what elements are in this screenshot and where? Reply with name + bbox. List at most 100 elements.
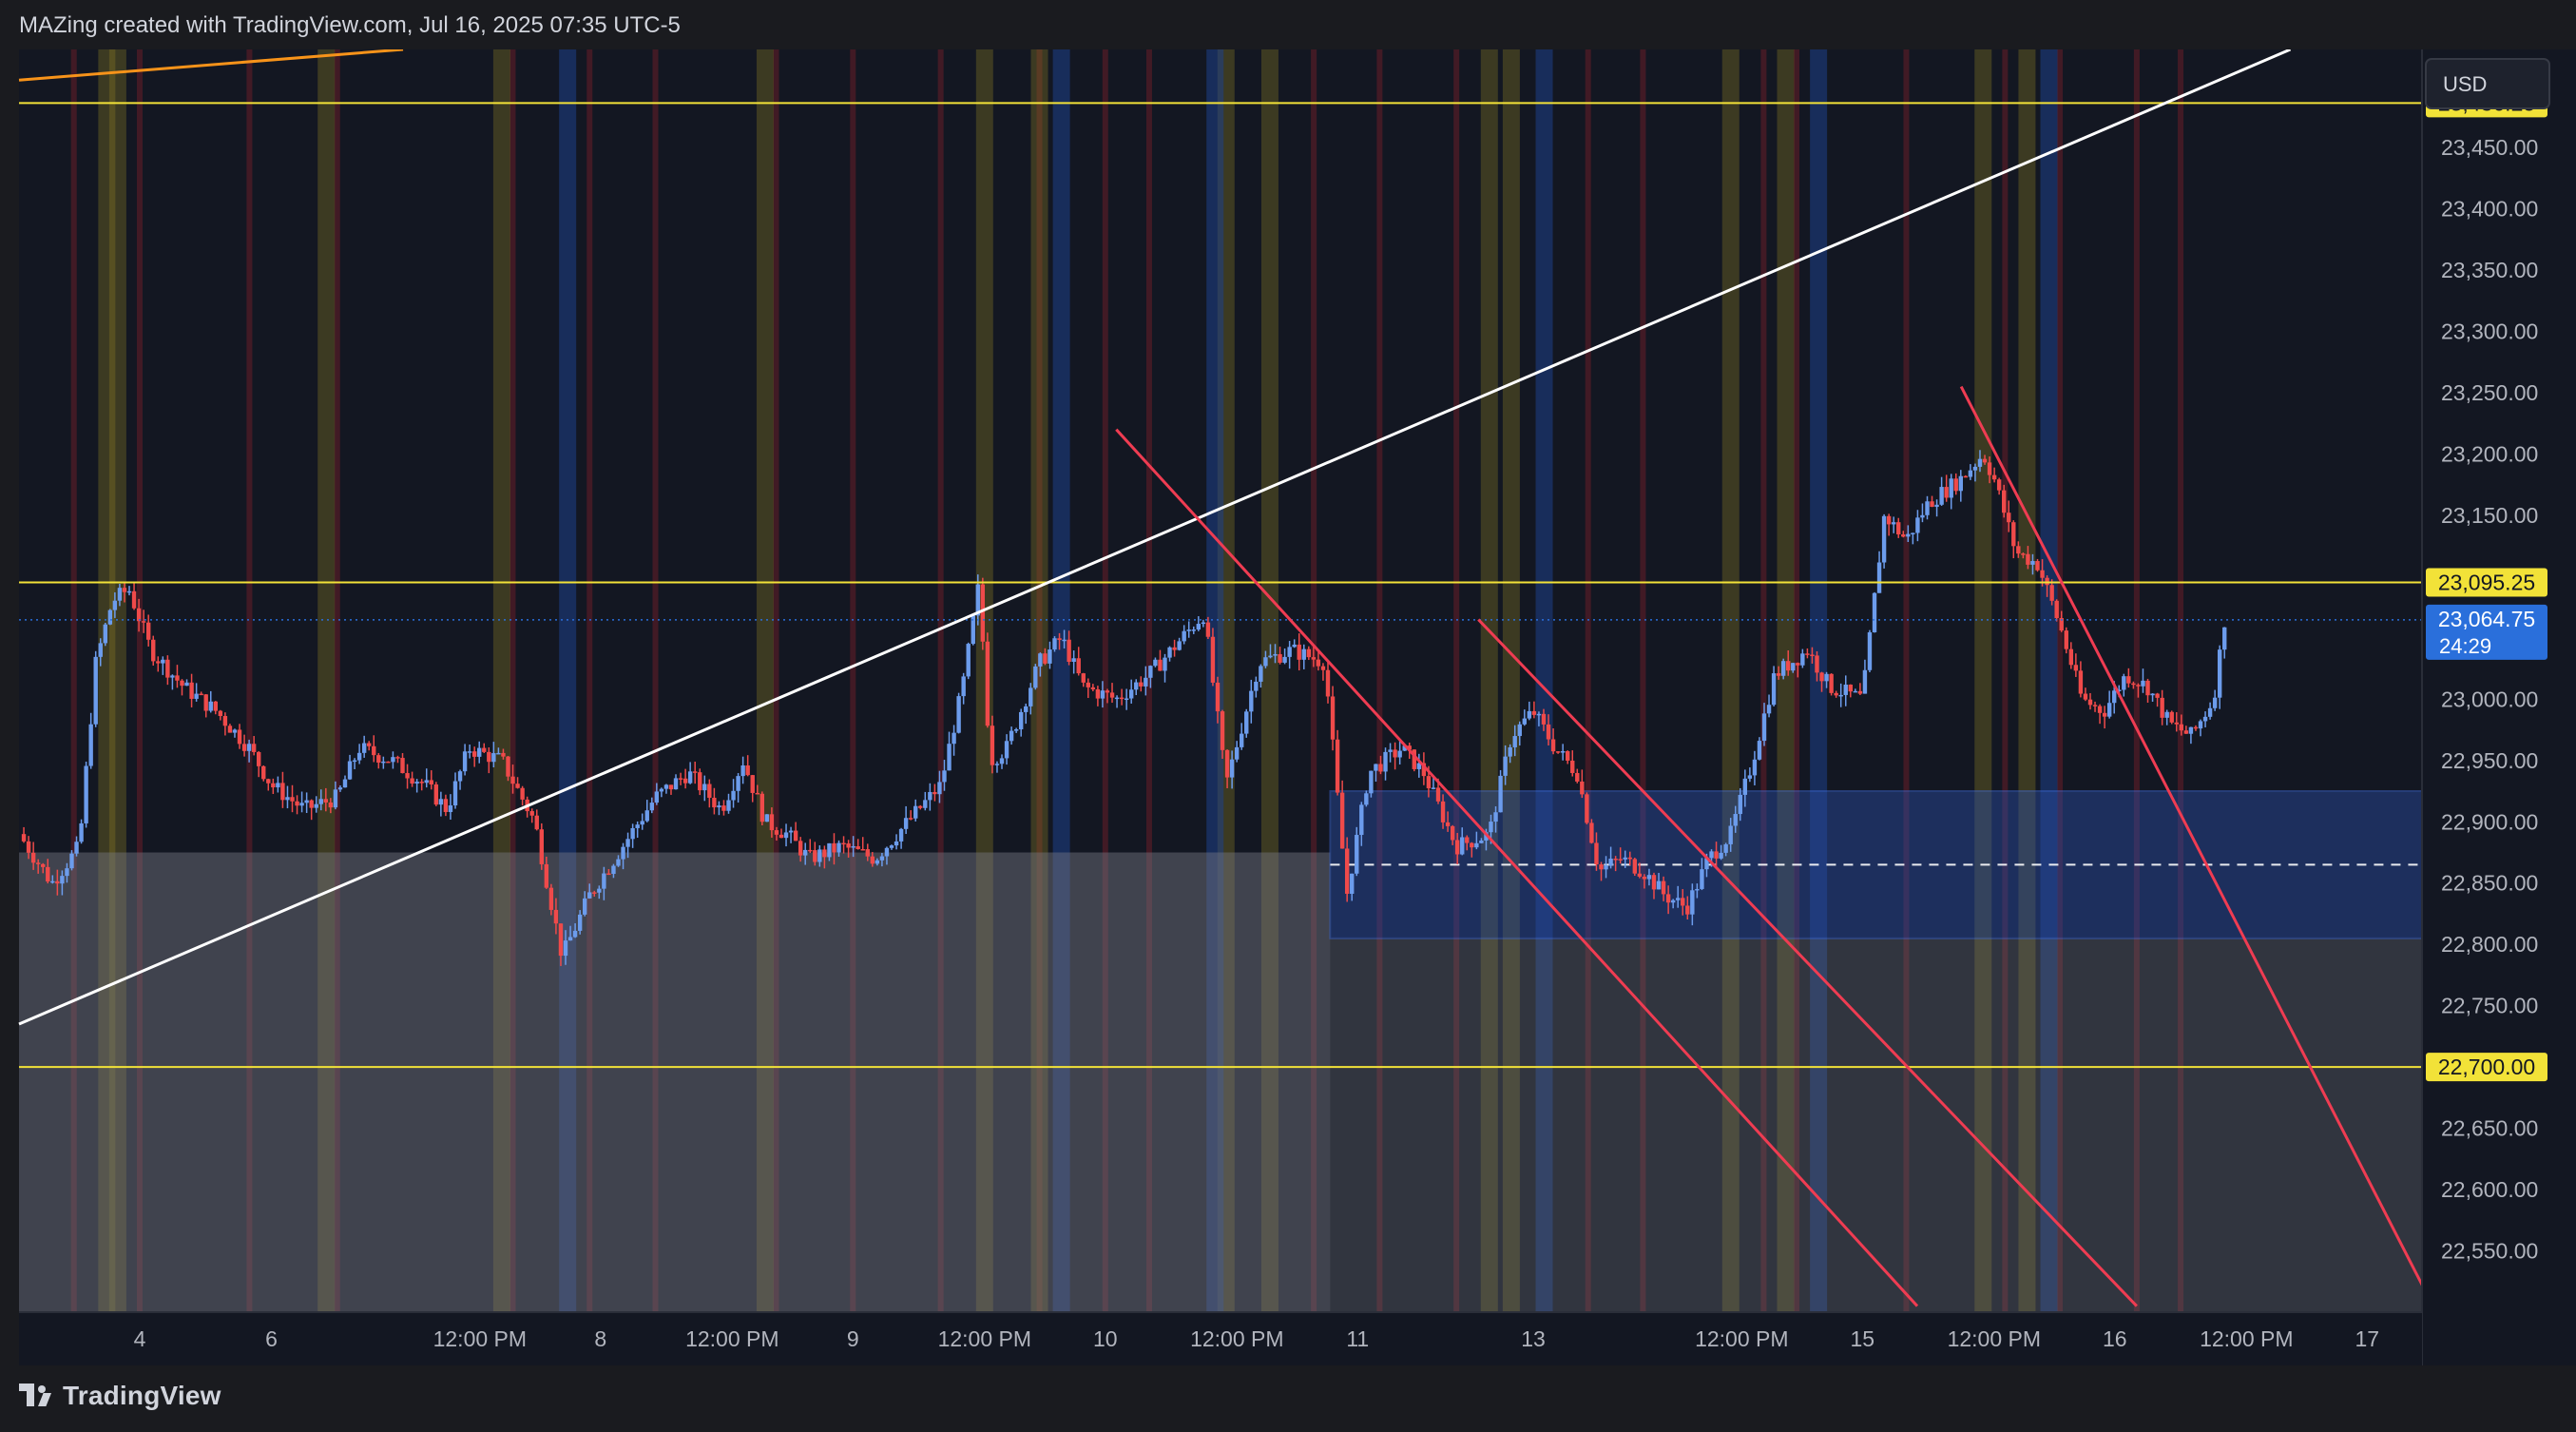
candle-body	[271, 783, 276, 788]
candle-body	[529, 811, 534, 816]
candle-body	[1771, 673, 1777, 706]
candle-body	[1570, 760, 1575, 773]
candle-body	[356, 752, 362, 761]
last-price-tag[interactable]	[2426, 604, 2547, 660]
candle-body	[84, 765, 88, 823]
candle-body	[673, 778, 679, 790]
candle-body	[477, 747, 482, 757]
candle-body	[1915, 517, 1920, 533]
candle-body	[372, 745, 376, 756]
tradingview-brand[interactable]: TradingView	[19, 1381, 221, 1411]
session-band-yellow	[2018, 49, 2036, 1312]
candle-body	[304, 800, 309, 803]
x-tick-label: 12:00 PM	[1948, 1326, 2041, 1351]
session-band-red	[70, 49, 77, 1312]
candle-body	[1316, 659, 1321, 667]
level-price-tag[interactable]	[2426, 568, 2547, 597]
candle-body	[2179, 724, 2184, 731]
candle-body	[1048, 649, 1052, 664]
candle-body	[1776, 673, 1781, 676]
session-band-red	[1145, 49, 1152, 1312]
candle-body	[1911, 532, 1915, 534]
candle-body	[314, 803, 318, 808]
candle-body	[151, 639, 156, 662]
session-band-red	[2002, 49, 2009, 1312]
candle-body	[961, 676, 966, 697]
candle-body	[1100, 690, 1105, 699]
candle-body	[438, 799, 444, 805]
candle-body	[347, 761, 353, 780]
candle-body	[1651, 875, 1657, 890]
candle-body	[55, 880, 60, 884]
session-band-yellow	[1030, 49, 1048, 1312]
candle-body	[2169, 711, 2174, 723]
candle-body	[678, 778, 683, 780]
candle-body	[1057, 638, 1062, 641]
candle-body	[2131, 683, 2136, 686]
y-tick-label: 23,200.00	[2441, 441, 2538, 466]
candle-body	[553, 909, 559, 924]
candle-body	[1608, 859, 1613, 866]
candle-body	[712, 798, 717, 808]
candle-body	[534, 815, 539, 830]
candle-body	[467, 751, 472, 753]
candle-body	[1268, 655, 1273, 658]
candle-body	[1163, 657, 1167, 671]
candle-body	[860, 848, 865, 851]
candle-body	[1465, 837, 1470, 843]
price-scale-panel[interactable]	[2422, 49, 2576, 1365]
x-axis-ticks: 4 6 12:00 PM 8 12:00 PM 9 12:00 PM 10 12:00 PM 11…	[134, 1326, 2380, 1351]
last-price-text: 23,064.75	[2438, 607, 2535, 631]
brand-name: TradingView	[63, 1381, 221, 1410]
candle-body	[112, 600, 118, 610]
candle-body	[2092, 705, 2098, 706]
candle-body	[2045, 577, 2049, 586]
trendline-down[interactable]	[1477, 618, 2138, 1307]
session-band-yellow	[317, 49, 336, 1312]
trendline-down[interactable]	[1115, 428, 1919, 1307]
session-band-red	[850, 49, 856, 1312]
level-price-tag-text: 22,700.00	[2438, 1055, 2535, 1079]
trendline-down[interactable]	[1959, 385, 2434, 1307]
candle-body	[1623, 857, 1627, 860]
session-band-red	[1453, 49, 1460, 1312]
candle-body	[1819, 672, 1824, 682]
candle-body	[2207, 707, 2213, 717]
candle-body	[687, 771, 693, 784]
candle-body	[592, 892, 597, 894]
candle-body	[400, 758, 405, 774]
candle-body	[1393, 749, 1397, 758]
time-scale-panel[interactable]	[19, 1312, 2422, 1365]
candle-body	[1536, 713, 1542, 716]
candle-body	[548, 887, 554, 910]
candle-body	[462, 751, 468, 772]
y-tick-label: 23,150.00	[2441, 503, 2538, 528]
y-tick-label: 22,650.00	[2441, 1116, 2538, 1141]
candle-body	[721, 805, 726, 811]
level-price-tag[interactable]	[2426, 1053, 2547, 1082]
trendline-up[interactable]	[18, 48, 2292, 1026]
candle-body	[2007, 513, 2011, 523]
candle-body	[1824, 673, 1829, 682]
candle-body	[222, 715, 228, 726]
candle-body	[1508, 746, 1512, 757]
candle-body	[1800, 653, 1805, 666]
drawing-layer	[18, 48, 2434, 1307]
candle-body	[1632, 859, 1638, 874]
candle-body	[1963, 475, 1969, 478]
trendline-up_orange[interactable]	[18, 48, 404, 82]
candle-body	[1891, 522, 1896, 525]
candle-body	[1335, 739, 1340, 793]
candle-body	[333, 789, 338, 808]
candle-body	[1527, 710, 1532, 719]
candle-body	[443, 799, 449, 812]
candle-body	[1733, 814, 1738, 826]
candle-body	[145, 622, 151, 640]
candle-body	[328, 802, 334, 808]
candle-body	[1450, 825, 1455, 841]
candle-body	[1930, 501, 1934, 508]
candle-body	[817, 849, 822, 862]
candle-body	[218, 710, 223, 716]
currency-badge[interactable]: USD	[2425, 58, 2550, 109]
